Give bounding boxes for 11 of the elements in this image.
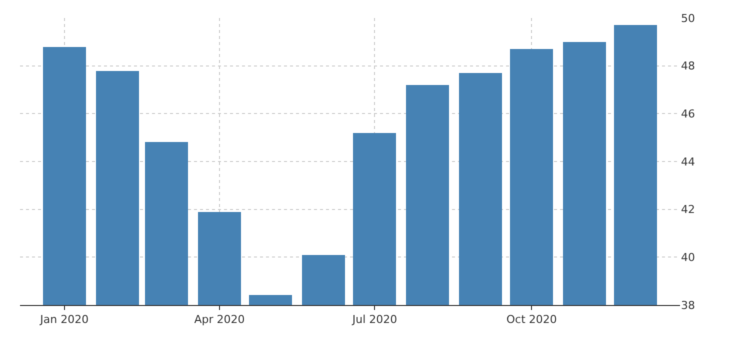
y-tick-label: 44 (681, 155, 695, 168)
x-tick-label: Oct 2020 (506, 313, 557, 326)
y-tick-label: 48 (681, 60, 695, 73)
y-tick-label: 50 (681, 12, 695, 25)
y-tick-label: 42 (681, 203, 695, 216)
x-tick-label: Jan 2020 (39, 313, 89, 326)
y-tick-label: 46 (681, 108, 695, 121)
y-tick-label: 38 (681, 298, 695, 312)
x-tick-label: Apr 2020 (194, 313, 245, 326)
x-tick-label: Jul 2020 (351, 313, 398, 326)
y-tick-label: 40 (681, 251, 695, 264)
